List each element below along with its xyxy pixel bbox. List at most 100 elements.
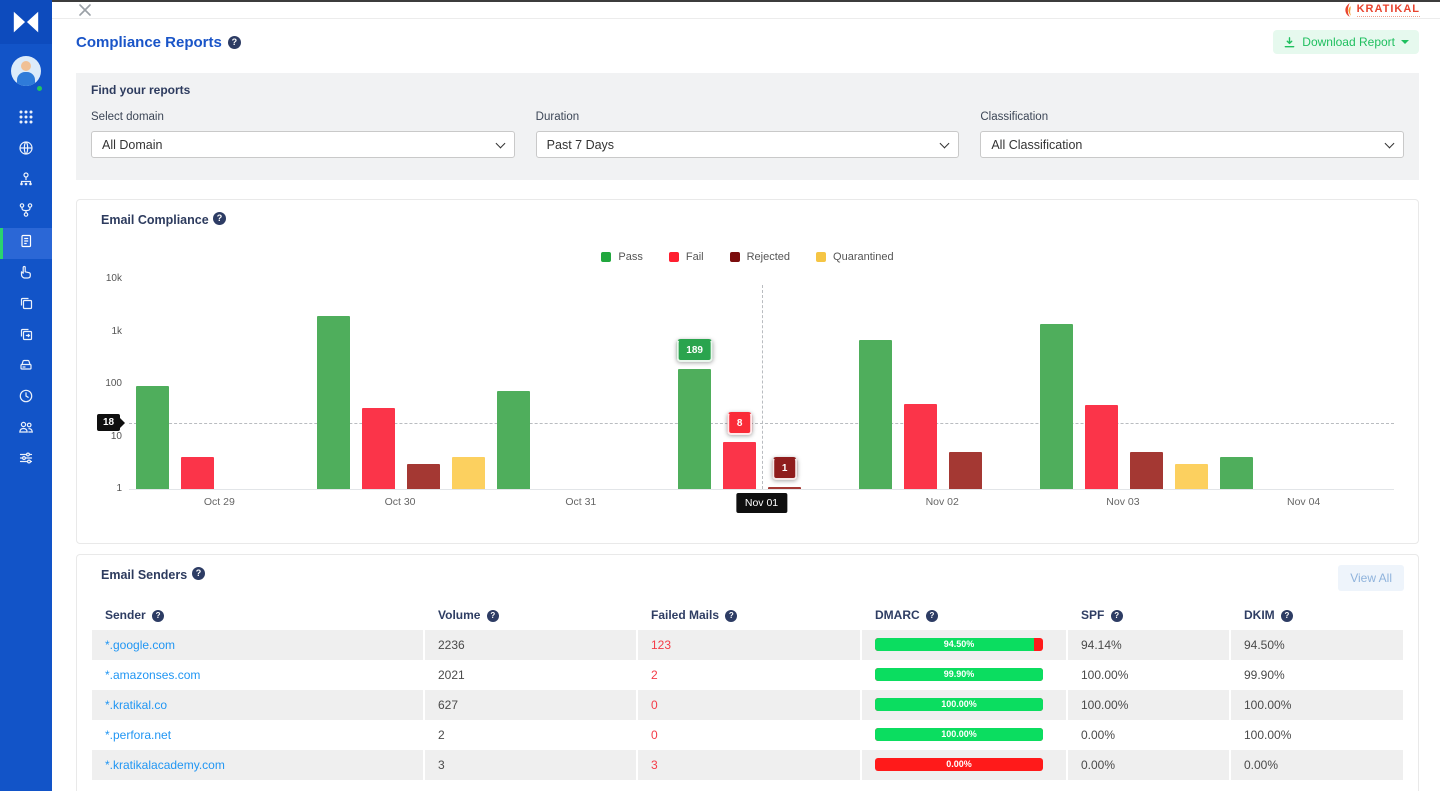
failed-mails-value: 123 — [651, 638, 672, 652]
sender-link[interactable]: *.kratikalacademy.com — [105, 758, 225, 772]
column-header-dkim: DKIM ? — [1231, 600, 1403, 630]
table-cell: 627 — [425, 690, 638, 720]
chart-bar-quarantined-oct30[interactable] — [451, 457, 485, 489]
chart-bar-pass-oct30[interactable] — [316, 315, 350, 489]
branch-icon — [18, 202, 34, 223]
copy-sync-icon — [18, 326, 34, 347]
chart-bar-pass-nov04[interactable] — [1220, 457, 1254, 489]
legend-label: Pass — [618, 251, 643, 263]
sender-link[interactable]: *.perfora.net — [105, 728, 172, 742]
table-help-icon[interactable]: ? — [192, 567, 205, 580]
column-help-icon[interactable]: ? — [926, 609, 938, 622]
volume-value: 3 — [438, 758, 445, 772]
hand-gesture-icon — [18, 264, 34, 285]
sidebar-item-globe[interactable] — [0, 135, 52, 166]
classification-select[interactable]: All Classification — [980, 131, 1405, 158]
table-header-row: Sender ? Volume ? Failed Mails ? DMARC ? SPF… — [92, 600, 1403, 630]
legend-item-rejected[interactable]: Rejected — [729, 251, 790, 263]
dkim-value: 100.00% — [1244, 698, 1292, 712]
legend-item-quarantined[interactable]: Quarantined — [816, 251, 894, 263]
classification-filter: Classification All Classification — [980, 111, 1405, 158]
chart-bar-pass-oct31[interactable] — [497, 390, 531, 489]
apps-grid-icon — [18, 109, 34, 130]
column-help-icon[interactable]: ? — [152, 609, 165, 622]
sender-link[interactable]: *.kratikal.co — [105, 698, 168, 712]
email-senders-card: Email Senders ? View All Sender ? Volume … — [76, 554, 1419, 791]
table-cell: 94.50% — [862, 630, 1068, 660]
sidebar-item-filter-sliders[interactable] — [0, 445, 52, 476]
sidebar-item-server[interactable] — [0, 352, 52, 383]
chart-bar-fail-oct29[interactable] — [181, 457, 214, 489]
bar-value-tooltip: 1 — [771, 457, 798, 480]
chart-bar-rejected-oct30[interactable] — [406, 463, 440, 489]
topbar: KRATIKAL — [52, 0, 1440, 19]
failed-mails-value: 3 — [651, 758, 658, 772]
chart-bar-fail-nov02[interactable] — [903, 403, 937, 489]
chart-bar-pass-nov02[interactable] — [858, 339, 892, 489]
chart-bar-rejected-nov02[interactable] — [948, 452, 982, 489]
failed-mails-value: 0 — [651, 728, 658, 742]
y-axis-tick: 10k — [105, 273, 122, 284]
table-cell: 99.90% — [862, 660, 1068, 690]
sender-link[interactable]: *.amazonses.com — [105, 668, 201, 682]
sidebar-item-hand-gesture[interactable] — [0, 259, 52, 290]
chart-bar-rejected-nov01[interactable] — [768, 487, 802, 489]
legend-label: Fail — [685, 251, 704, 263]
chart-bar-fail-nov01[interactable] — [723, 441, 757, 489]
chart-bar-pass-nov01[interactable] — [678, 369, 712, 489]
column-help-icon[interactable]: ? — [1110, 609, 1123, 622]
chart-bar-quarantined-nov03[interactable] — [1174, 463, 1208, 489]
sidebar-item-copy[interactable] — [0, 290, 52, 321]
legend-item-pass[interactable]: Pass — [601, 251, 643, 263]
chart-help-icon[interactable]: ? — [213, 212, 226, 225]
user-avatar[interactable] — [11, 56, 44, 93]
table-title: Email Senders — [101, 568, 188, 582]
chart-bar-fail-nov03[interactable] — [1084, 404, 1118, 489]
download-icon — [1284, 36, 1295, 47]
dmarc-progress-bar: 99.90% — [875, 668, 1043, 681]
dkim-value: 100.00% — [1244, 728, 1292, 742]
sidebar-item-sitemap[interactable] — [0, 166, 52, 197]
help-icon[interactable]: ? — [227, 35, 241, 49]
chart-bar-fail-oct30[interactable] — [361, 407, 395, 489]
online-status-dot — [35, 84, 44, 93]
domain-select[interactable]: All Domain — [91, 131, 515, 158]
chart-bar-pass-nov03[interactable] — [1039, 323, 1073, 489]
sender-link[interactable]: *.google.com — [105, 638, 176, 652]
close-icon[interactable] — [78, 3, 92, 17]
flame-icon — [1344, 3, 1351, 17]
dmarc-progress-fill — [875, 698, 1043, 711]
failed-mails-value: 2 — [651, 668, 658, 682]
spf-value: 100.00% — [1081, 668, 1129, 682]
duration-select-wrap: Past 7 Days — [535, 131, 960, 158]
sidebar-item-history-clock[interactable] — [0, 383, 52, 414]
sidebar-item-users[interactable] — [0, 414, 52, 445]
avatar-image — [11, 56, 41, 86]
chart-bar-rejected-nov03[interactable] — [1129, 452, 1163, 489]
column-help-icon[interactable]: ? — [1281, 609, 1293, 622]
bar-value-tooltip: 8 — [726, 411, 753, 435]
page-content: Compliance Reports ? Download Report Fin… — [52, 19, 1440, 791]
x-axis-line — [129, 489, 1394, 490]
table-cell: *.kratikalacademy.com — [92, 750, 425, 780]
table-row: *.google.com 2236 123 94.50% 94.14% 94.50% — [92, 630, 1403, 660]
dmarc-progress-fill — [875, 728, 1043, 741]
duration-select[interactable]: Past 7 Days — [535, 131, 960, 158]
table-cell: 2 — [638, 660, 862, 690]
x-axis-label: Oct 31 — [565, 496, 597, 508]
x-axis-label: Nov 04 — [1287, 496, 1321, 508]
sitemap-icon — [18, 171, 34, 192]
copy-icon — [18, 295, 34, 316]
view-all-button[interactable]: View All — [1338, 565, 1404, 591]
dmarc-progress-bar: 100.00% — [875, 698, 1043, 711]
download-report-button[interactable]: Download Report — [1273, 30, 1419, 54]
sidebar-item-copy-sync[interactable] — [0, 321, 52, 352]
column-help-icon[interactable]: ? — [486, 609, 499, 622]
column-help-icon[interactable]: ? — [725, 609, 738, 622]
sidebar-item-branch[interactable] — [0, 197, 52, 228]
sidebar-item-apps-grid[interactable] — [0, 104, 52, 135]
bar-value-tooltip: 189 — [676, 339, 713, 363]
legend-item-fail[interactable]: Fail — [668, 251, 704, 263]
sidebar-item-reports[interactable] — [0, 228, 52, 259]
chart-bar-pass-oct29[interactable] — [136, 386, 169, 489]
